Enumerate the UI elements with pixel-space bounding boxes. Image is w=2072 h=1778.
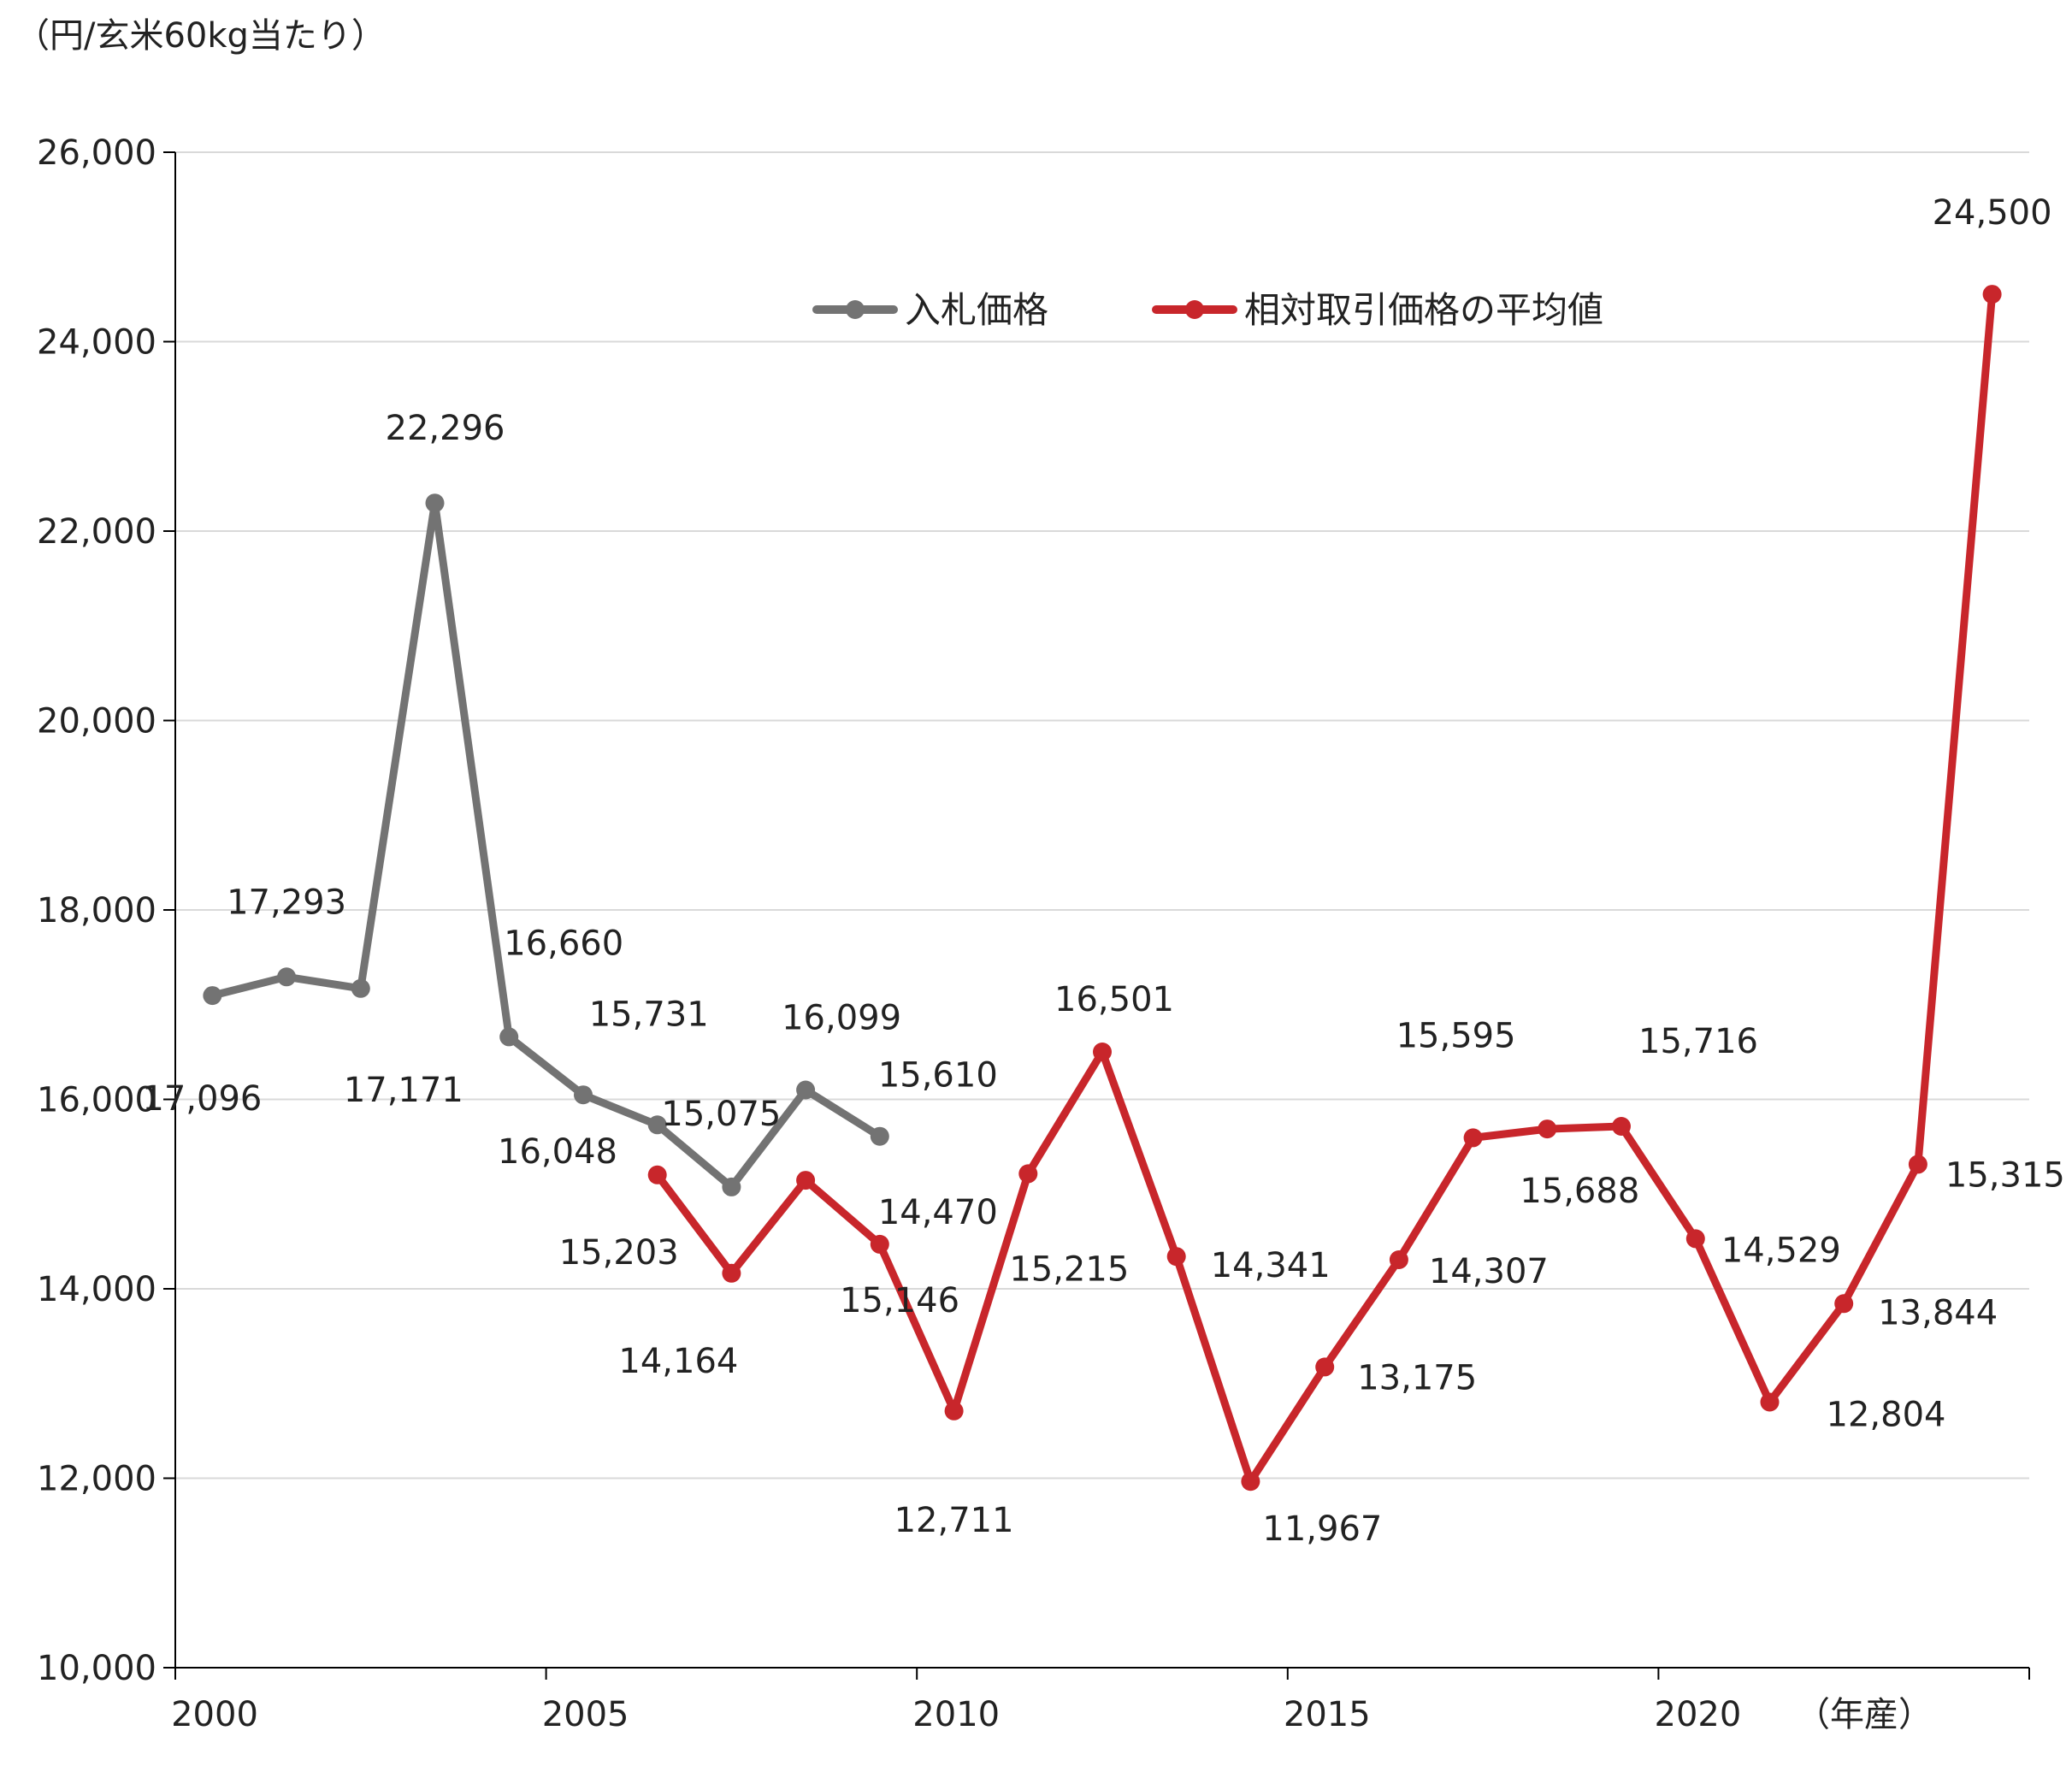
data-point-bid-price	[203, 986, 222, 1006]
y-tick-label: 16,000	[37, 1081, 156, 1120]
y-tick-label: 14,000	[37, 1270, 156, 1309]
y-tick-label: 22,000	[37, 512, 156, 552]
data-point-bid-price	[796, 1080, 816, 1100]
x-tick-label: 2015	[1284, 1695, 1371, 1734]
legend-item-bid-price: 入札価格	[812, 289, 1048, 331]
data-point-relative-price	[870, 1234, 889, 1254]
data-label-relative-price: 14,529	[1721, 1231, 1841, 1270]
series-line-bid-price	[208, 499, 884, 1191]
data-point-bid-price	[425, 493, 445, 513]
y-tick-label: 20,000	[37, 702, 156, 741]
data-label-relative-price: 12,711	[894, 1501, 1014, 1540]
data-label-bid-price: 15,610	[878, 1056, 998, 1096]
data-label-relative-price: 14,307	[1429, 1252, 1549, 1291]
data-point-bid-price	[277, 967, 297, 987]
data-point-relative-price	[1389, 1250, 1408, 1269]
data-point-relative-price	[1834, 1294, 1854, 1314]
data-label-relative-price: 13,175	[1357, 1358, 1477, 1397]
data-point-relative-price	[1760, 1392, 1780, 1412]
y-axis-ticks: 10,000 12,000 14,000 16,000 18,000 20,000 22,0…	[37, 133, 156, 1688]
data-point-relative-price	[1166, 1247, 1186, 1267]
data-label-relative-price: 24,500	[1933, 193, 2052, 233]
data-label-bid-price: 16,099	[782, 999, 901, 1038]
data-point-bid-price	[574, 1085, 593, 1105]
data-point-relative-price	[1612, 1117, 1631, 1136]
data-point-bid-price	[499, 1027, 519, 1047]
data-label-relative-price: 15,595	[1396, 1016, 1516, 1055]
data-point-relative-price	[722, 1263, 741, 1283]
data-point-bid-price	[870, 1126, 889, 1146]
y-tick-label: 12,000	[37, 1460, 156, 1499]
data-point-relative-price	[796, 1171, 816, 1190]
data-point-bid-price	[722, 1177, 741, 1196]
data-point-relative-price	[1463, 1128, 1483, 1148]
data-point-relative-price	[944, 1401, 964, 1421]
data-label-bid-price: 22,296	[386, 409, 505, 448]
data-point-relative-price	[1093, 1043, 1112, 1061]
data-label-relative-price: 15,716	[1638, 1022, 1758, 1061]
x-axis-ticks: 2000 2005 2010 2015 2020	[171, 1695, 1741, 1734]
data-label-bid-price: 15,075	[661, 1095, 781, 1134]
data-label-relative-price: 14,164	[618, 1342, 738, 1381]
data-point-relative-price	[1908, 1155, 1927, 1174]
legend-item-relative-price: 相対取引価格の平均値	[1152, 289, 1603, 331]
y-axis-label: （円/玄米60kg当たり）	[15, 16, 386, 56]
data-label-relative-price: 16,501	[1054, 980, 1174, 1019]
x-tick-label: 2005	[542, 1695, 629, 1734]
legend-label-bid-price: 入札価格	[905, 289, 1048, 331]
data-point-bid-price	[351, 978, 370, 998]
legend-label-relative-price: 相対取引価格の平均値	[1244, 289, 1603, 331]
data-label-relative-price: 15,688	[1520, 1172, 1639, 1211]
x-tick-label: 2000	[171, 1695, 258, 1734]
x-axis-label: （年産）	[1796, 1695, 1933, 1734]
data-label-relative-price: 11,967	[1262, 1509, 1382, 1549]
data-point-relative-price	[1315, 1357, 1335, 1377]
data-point-relative-price	[1018, 1164, 1038, 1184]
x-tick-label: 2020	[1655, 1695, 1742, 1734]
data-label-bid-price: 17,171	[344, 1071, 463, 1110]
data-label-relative-price: 15,203	[559, 1233, 679, 1273]
data-point-relative-price	[1538, 1119, 1557, 1139]
data-label-relative-price: 15,215	[1009, 1249, 1129, 1289]
y-tick-label: 24,000	[37, 323, 156, 363]
data-label-relative-price: 13,844	[1878, 1293, 1998, 1332]
legend: 入札価格 相対取引価格の平均値	[812, 289, 1603, 331]
data-label-bid-price: 15,731	[589, 995, 709, 1034]
data-point-bid-price	[647, 1115, 667, 1135]
data-point-relative-price	[1982, 285, 2002, 304]
data-point-relative-price	[1685, 1229, 1705, 1249]
data-label-bid-price: 16,660	[504, 924, 623, 963]
data-label-relative-price: 12,804	[1827, 1396, 1946, 1435]
y-tick-label: 18,000	[37, 891, 156, 930]
data-point-relative-price	[647, 1165, 667, 1184]
data-label-bid-price: 16,048	[498, 1132, 617, 1172]
data-label-relative-price: 14,470	[878, 1193, 998, 1232]
data-label-bid-price: 17,293	[227, 883, 346, 922]
data-label-bid-price: 17,096	[142, 1079, 262, 1119]
axes	[163, 151, 2030, 1680]
data-label-relative-price: 14,341	[1211, 1246, 1331, 1285]
gridlines	[175, 151, 2029, 1480]
y-tick-label: 26,000	[37, 133, 156, 173]
y-tick-label: 10,000	[37, 1649, 156, 1688]
data-label-relative-price: 15,146	[840, 1281, 959, 1320]
data-label-relative-price: 15,315	[1945, 1155, 2065, 1195]
legend-marker-relative-price	[1185, 300, 1204, 319]
legend-marker-bid-price	[846, 300, 865, 319]
series-lines	[203, 285, 2002, 1492]
data-point-relative-price	[1241, 1472, 1260, 1492]
data-labels: 17,096 17,293 17,171 22,296 16,660 16,048 15,7…	[142, 193, 2064, 1549]
x-tick-label: 2010	[912, 1695, 1000, 1734]
